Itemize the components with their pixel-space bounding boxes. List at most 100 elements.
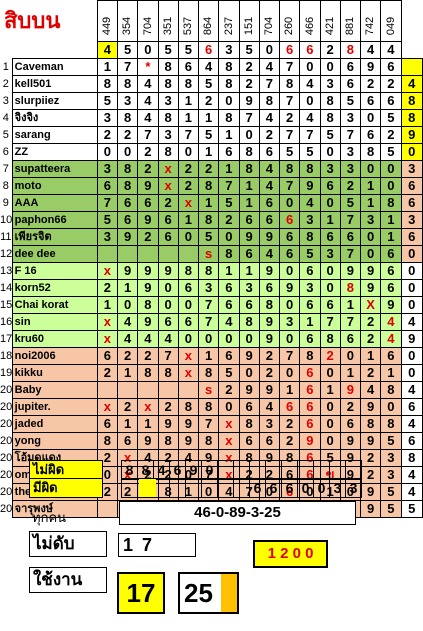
row-value: 1 bbox=[319, 483, 341, 501]
row-value: 6 bbox=[238, 296, 260, 314]
row-value: s bbox=[197, 381, 220, 399]
row-total bbox=[400, 58, 423, 76]
row-value: 0 bbox=[116, 143, 139, 161]
row-rank: 7 bbox=[0, 160, 13, 178]
row-value: 2 bbox=[157, 398, 179, 416]
row-total: 6 bbox=[400, 432, 423, 450]
row-name: จารุพงษ์ bbox=[11, 500, 98, 518]
row-value: 8 bbox=[197, 432, 220, 450]
row-value: 0 bbox=[177, 330, 200, 348]
row-value: 2 bbox=[319, 347, 341, 365]
row-value: 6 bbox=[116, 211, 139, 229]
row-value: 4 bbox=[137, 92, 159, 110]
table-row: 7 supatteera 3 8 2 x 2 2 1 8 4 8 8 3 3 0 0 3 bbox=[0, 160, 423, 178]
header-number-text: 704 bbox=[263, 16, 276, 36]
row-value: 8 bbox=[258, 92, 281, 110]
row-value: 6 bbox=[380, 347, 402, 365]
row-value: 9 bbox=[157, 415, 179, 433]
row-rank: 20 bbox=[0, 500, 13, 518]
row-value: 2 bbox=[116, 398, 139, 416]
row-value: 1 bbox=[197, 194, 220, 212]
row-value: 6 bbox=[319, 177, 341, 195]
row-value: 9 bbox=[137, 279, 159, 297]
row-value: 9 bbox=[137, 432, 159, 450]
row-value: 9 bbox=[177, 432, 200, 450]
row-value: 6 bbox=[299, 296, 321, 314]
row-value: 2 bbox=[137, 143, 159, 161]
row-value bbox=[177, 381, 200, 399]
row-value: 4 bbox=[137, 330, 159, 348]
row-name: kell501 bbox=[11, 75, 98, 93]
row-value: 3 bbox=[299, 279, 321, 297]
row-value: x bbox=[157, 177, 179, 195]
row-value: 0 bbox=[299, 58, 321, 76]
header-number-text: 151 bbox=[243, 16, 256, 36]
header-number-text: 237 bbox=[222, 16, 235, 36]
row-value: 7 bbox=[137, 126, 159, 144]
table-row: 2 kell501 8 8 4 8 8 5 8 2 7 8 4 3 6 2 2 4 bbox=[0, 75, 423, 93]
row-name: paphon66 bbox=[11, 211, 98, 229]
row-value: 8 bbox=[157, 75, 179, 93]
row-value: 8 bbox=[380, 194, 402, 212]
header-number-text: 049 bbox=[384, 16, 397, 36]
row-name: F 16 bbox=[11, 262, 98, 280]
row-value: 2 bbox=[339, 398, 362, 416]
row-value: 5 bbox=[197, 126, 220, 144]
row-value: 8 bbox=[299, 228, 321, 246]
row-value: 6 bbox=[278, 483, 301, 501]
counts-spacer-end bbox=[401, 42, 423, 59]
row-total: 4 bbox=[400, 75, 423, 93]
row-value: 6 bbox=[177, 279, 200, 297]
row-value: 8 bbox=[238, 313, 260, 331]
row-value: 9 bbox=[258, 262, 281, 280]
header-count: 4 bbox=[380, 41, 402, 59]
row-value: 8 bbox=[197, 364, 220, 382]
row-value: 8 bbox=[177, 75, 200, 93]
row-value: 9 bbox=[359, 279, 382, 297]
row-value: 1 bbox=[238, 194, 260, 212]
row-value: 9 bbox=[258, 381, 281, 399]
row-rank: 11 bbox=[0, 228, 13, 246]
row-value: 4 bbox=[299, 75, 321, 93]
no-miss-label: ไม่ผิด bbox=[29, 460, 103, 480]
row-rank: 12 bbox=[0, 245, 13, 263]
row-value: 2 bbox=[359, 449, 382, 467]
row-name: jaded bbox=[11, 415, 98, 433]
row-value: 3 bbox=[339, 143, 362, 161]
row-total: 8 bbox=[400, 449, 423, 467]
row-name: dee dee bbox=[11, 245, 98, 263]
row-total: 9 bbox=[400, 126, 423, 144]
row-value: 7 bbox=[258, 75, 281, 93]
table-row: 20 jupiter. x 2 x 2 8 8 0 6 4 6 6 0 2 9 0 6 bbox=[0, 398, 423, 416]
row-total: 3 bbox=[400, 160, 423, 178]
row-value: x bbox=[177, 364, 200, 382]
row-value: 7 bbox=[238, 109, 260, 127]
row-value: 7 bbox=[116, 58, 139, 76]
row-value: 6 bbox=[299, 330, 321, 348]
row-value: 2 bbox=[359, 330, 382, 348]
row-value: 1 bbox=[218, 262, 240, 280]
digit-cell bbox=[330, 460, 346, 480]
digit-cell bbox=[202, 478, 218, 498]
row-value: x bbox=[96, 398, 119, 416]
row-rank: 19 bbox=[0, 364, 13, 382]
row-value: 5 bbox=[197, 75, 220, 93]
row-value bbox=[116, 381, 139, 399]
row-value: 6 bbox=[319, 228, 341, 246]
row-value: 0 bbox=[380, 398, 402, 416]
row-value: 1 bbox=[177, 92, 200, 110]
row-value: 2 bbox=[278, 432, 301, 450]
row-value: 0 bbox=[339, 347, 362, 365]
row-value: 0 bbox=[157, 296, 179, 314]
row-value: 2 bbox=[238, 58, 260, 76]
header-count: 4 bbox=[359, 41, 382, 59]
row-total: 6 bbox=[400, 398, 423, 416]
row-value: 6 bbox=[278, 398, 301, 416]
row-value: 1 bbox=[359, 194, 382, 212]
row-value: 6 bbox=[339, 75, 362, 93]
row-value: 2 bbox=[116, 126, 139, 144]
prize-box: 1 2 0 0 bbox=[253, 540, 328, 568]
row-value: 9 bbox=[339, 262, 362, 280]
digit-cell: 4 bbox=[154, 460, 170, 480]
